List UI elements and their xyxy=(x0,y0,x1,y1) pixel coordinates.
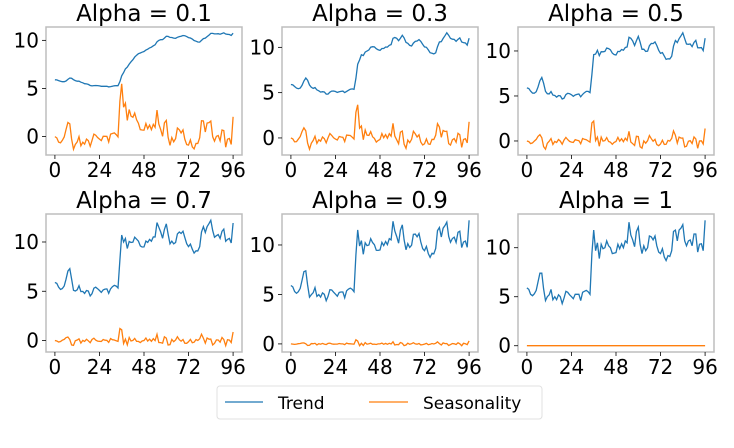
trend-line xyxy=(290,31,470,95)
y-tick-label: 10 xyxy=(486,39,511,63)
subplot-title: Alpha = 0.9 xyxy=(312,188,448,214)
x-tick-label: 0 xyxy=(285,158,298,182)
x-tick-label: 0 xyxy=(49,158,62,182)
x-tick-label: 96 xyxy=(220,158,245,182)
axes-frame xyxy=(517,26,715,156)
y-tick-label: 0 xyxy=(262,126,275,150)
y-tick-label: 5 xyxy=(498,84,511,108)
x-tick-label: 72 xyxy=(176,158,201,182)
x-tick-label: 96 xyxy=(456,158,481,182)
y-tick-label: 5 xyxy=(262,282,275,306)
y-tick-label: 0 xyxy=(498,334,511,358)
trend-line xyxy=(290,219,470,303)
axes-frame xyxy=(45,213,243,353)
subplot-1: Alpha = 0.1 0 24 48 72 96 0 5 10 xyxy=(14,1,246,182)
y-tick-label: 0 xyxy=(26,329,39,353)
legend: Trend Seasonality xyxy=(216,385,543,420)
x-tick-label: 96 xyxy=(456,355,481,379)
y-tick-label: 0 xyxy=(498,129,511,153)
x-tick-label: 48 xyxy=(603,158,628,182)
x-tick-label: 72 xyxy=(412,158,437,182)
trend-line xyxy=(526,220,706,306)
y-tick-label: 0 xyxy=(26,125,39,149)
subplot-title: Alpha = 0.7 xyxy=(76,188,212,214)
trend-line xyxy=(54,32,234,88)
y-tick-label: 5 xyxy=(26,76,39,100)
y-tick-label: 10 xyxy=(14,28,39,52)
x-tick-label: 48 xyxy=(603,355,628,379)
seasonality-line xyxy=(54,327,234,348)
subplot-2: Alpha = 0.3 0 24 48 72 96 0 5 10 xyxy=(250,1,482,182)
x-tick-label: 24 xyxy=(559,355,584,379)
y-tick-label: 5 xyxy=(498,285,511,309)
subplot-5: Alpha = 0.9 0 24 48 72 96 0 5 10 xyxy=(250,188,482,379)
axes-frame xyxy=(281,26,479,156)
subplot-title: Alpha = 1 xyxy=(559,188,673,214)
x-tick-label: 24 xyxy=(559,158,584,182)
x-tick-label: 24 xyxy=(87,355,112,379)
y-tick-label: 10 xyxy=(250,35,275,59)
subplot-title: Alpha = 0.5 xyxy=(548,1,684,27)
x-tick-label: 72 xyxy=(648,355,673,379)
subplot-title: Alpha = 0.1 xyxy=(76,1,212,27)
x-tick-label: 96 xyxy=(692,158,717,182)
x-tick-label: 48 xyxy=(131,355,156,379)
x-tick-label: 72 xyxy=(648,158,673,182)
subplot-6: Alpha = 1 0 24 48 72 96 0 5 10 xyxy=(486,188,718,379)
x-tick-label: 0 xyxy=(521,355,534,379)
x-tick-label: 48 xyxy=(367,158,392,182)
legend-seasonality-label: Seasonality xyxy=(423,394,521,414)
subplot-title: Alpha = 0.3 xyxy=(312,1,448,27)
legend-trend-label: Trend xyxy=(277,394,325,414)
y-tick-label: 10 xyxy=(486,236,511,260)
trend-line xyxy=(526,31,706,100)
y-tick-label: 5 xyxy=(26,279,39,303)
x-tick-label: 24 xyxy=(323,355,348,379)
x-tick-label: 72 xyxy=(176,355,201,379)
trend-line xyxy=(54,218,234,298)
y-tick-label: 10 xyxy=(14,230,39,254)
seasonality-line xyxy=(290,104,470,152)
seasonality-line xyxy=(526,119,706,151)
seasonality-line xyxy=(290,338,470,348)
x-tick-label: 48 xyxy=(367,355,392,379)
seasonality-line xyxy=(54,83,234,152)
subplot-4: Alpha = 0.7 0 24 48 72 96 0 5 10 xyxy=(14,188,246,379)
y-tick-label: 0 xyxy=(262,332,275,356)
x-tick-label: 96 xyxy=(692,355,717,379)
x-tick-label: 0 xyxy=(521,158,534,182)
y-tick-label: 10 xyxy=(250,233,275,257)
x-tick-label: 24 xyxy=(87,158,112,182)
x-tick-label: 48 xyxy=(131,158,156,182)
x-tick-label: 96 xyxy=(220,355,245,379)
y-tick-label: 5 xyxy=(262,81,275,105)
x-tick-label: 24 xyxy=(323,158,348,182)
x-tick-label: 0 xyxy=(285,355,298,379)
subplot-3: Alpha = 0.5 0 24 48 72 96 0 5 10 xyxy=(486,1,718,182)
x-tick-label: 72 xyxy=(412,355,437,379)
x-tick-label: 0 xyxy=(49,355,62,379)
